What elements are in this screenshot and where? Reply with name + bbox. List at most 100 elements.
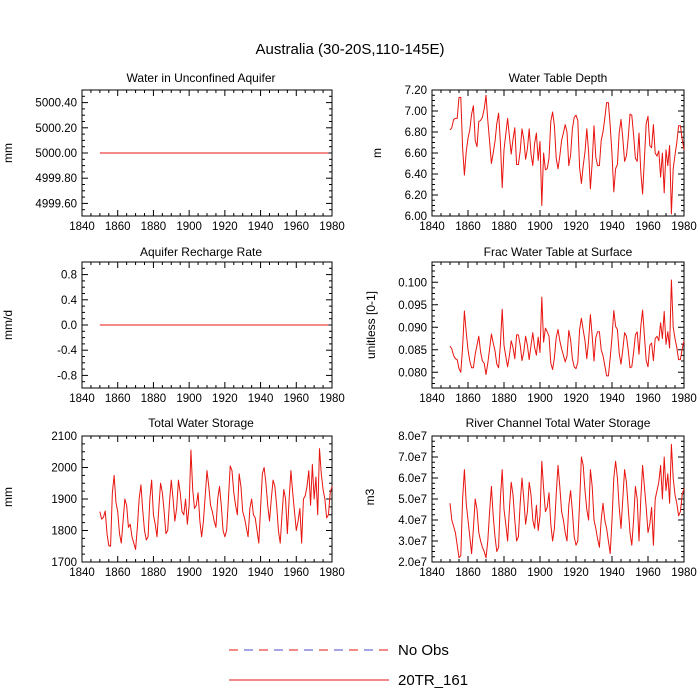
x-tick-label: 1920 [563,567,589,579]
series-line-20tr-161 [449,279,685,377]
x-tick-label: 1860 [105,393,131,405]
y-axis-label: mm [1,487,15,507]
y-tick-label: 0.100 [398,277,427,289]
x-tick-label: 1960 [283,221,309,233]
y-tick-label: 4999.80 [35,173,77,185]
y-tick-label: 6.20 [405,190,427,202]
panel-title: River Channel Total Water Storage [466,416,651,430]
legend-label-no-obs: No Obs [398,642,449,659]
y-tick-label: 2100 [51,431,77,443]
y-tick-label: 5000.40 [35,98,77,110]
x-tick-label: 1940 [248,221,274,233]
x-tick-label: 1940 [599,221,625,233]
plot-area-4: 1840 1860 1880 1900 1920 1940 1960 1980 1700 1800… [51,431,344,579]
y-tick-label: 7.20 [405,85,427,97]
y-tick-label: 2000 [51,463,77,475]
y-tick-label: 1900 [51,494,77,506]
x-tick-label: 1880 [141,567,167,579]
x-tick-label: 1880 [491,567,517,579]
y-tick-label: 3.0e7 [398,536,427,548]
y-tick-label: 1800 [51,526,77,538]
figure-title: Australia (30-20S,110-145E) [256,41,445,58]
x-tick-label: 1920 [212,567,238,579]
y-tick-label: 4999.60 [35,198,77,210]
series-line-20tr-161 [449,94,685,215]
plot-frame [431,261,685,389]
panel-frac-water-table-at-surface: Frac Water Table at Surface unitless [0-… [364,245,633,359]
plot-area-1: 1840 1860 1880 1900 1920 1940 1960 1980 6.00 6.20… [405,85,697,233]
x-tick-label: 1900 [527,393,553,405]
y-tick-label: -0.4 [57,345,77,357]
x-tick-label: 1980 [671,393,697,405]
y-tick-label: 0.4 [61,295,78,307]
x-tick-label: 1860 [105,567,131,579]
x-tick-label: 1960 [635,221,661,233]
x-tick-label: 1900 [527,567,553,579]
x-tick-label: 1860 [455,567,481,579]
y-axis-label: m3 [363,488,377,505]
legend: No Obs 20TR_161 [229,642,468,689]
x-tick-label: 1840 [69,393,95,405]
x-tick-label: 1880 [491,393,517,405]
x-tick-label: 1940 [599,393,625,405]
panel-title: Total Water Storage [148,416,254,430]
x-tick-label: 1840 [69,567,95,579]
y-tick-label: 0.090 [398,322,427,334]
y-tick-label: 5000.20 [35,123,77,135]
y-tick-label: 0.0 [61,320,77,332]
x-tick-label: 1880 [491,221,517,233]
y-tick-label: 0.080 [398,367,427,379]
x-tick-label: 1980 [319,567,345,579]
legend-label-20tr-161: 20TR_161 [398,672,468,689]
y-tick-label: 6.60 [405,148,427,160]
y-tick-label: 6.80 [405,127,427,139]
plot-frame [431,89,685,217]
x-tick-label: 1860 [455,221,481,233]
y-tick-label: 5.0e7 [398,494,427,506]
y-tick-label: 8.0e7 [398,431,427,443]
y-axis-label: m [370,148,384,158]
x-tick-label: 1920 [563,221,589,233]
y-axis-label: unitless [0-1] [364,291,378,359]
y-tick-label: 5000.00 [35,148,77,160]
y-tick-label: 4.0e7 [398,515,427,527]
plot-area-3: 1840 1860 1880 1900 1920 1940 1960 1980 0.080 0.0… [398,261,697,405]
y-tick-label: 0.085 [398,345,427,357]
y-tick-label: 0.095 [398,300,427,312]
y-axis-label: mm [1,143,15,163]
panel-water-table-depth: Water Table Depth m [370,71,607,158]
y-tick-label: 6.00 [405,211,427,223]
y-tick-label: 7.00 [405,106,427,118]
plot-frame [81,435,333,563]
x-tick-label: 1940 [248,393,274,405]
x-tick-label: 1860 [455,393,481,405]
y-tick-label: 6.0e7 [398,473,427,485]
panel-total-water-storage: Total Water Storage mm [1,416,254,507]
plot-frame [431,435,685,563]
x-tick-label: 1980 [319,393,345,405]
panel-water-in-unconfined-aquifer: Water in Unconfined Aquifer mm [1,71,275,163]
y-tick-label: 2.0e7 [398,557,427,569]
panel-title: Aquifer Recharge Rate [140,245,262,259]
y-tick-label: 6.40 [405,169,427,181]
x-tick-label: 1920 [212,393,238,405]
x-tick-label: 1960 [283,393,309,405]
y-tick-label: 7.0e7 [398,452,427,464]
x-tick-label: 1900 [176,221,202,233]
y-tick-label: -0.8 [57,370,77,382]
x-tick-label: 1900 [176,567,202,579]
x-tick-label: 1860 [105,221,131,233]
panel-aquifer-recharge-rate: Aquifer Recharge Rate mm/d [1,245,262,340]
x-tick-label: 1920 [212,221,238,233]
x-tick-label: 1980 [671,567,697,579]
panel-title: Water Table Depth [509,71,608,85]
panel-title: Water in Unconfined Aquifer [127,71,276,85]
y-axis-label: mm/d [1,310,15,340]
x-tick-label: 1840 [419,567,445,579]
x-tick-label: 1880 [141,221,167,233]
x-tick-label: 1980 [671,221,697,233]
x-tick-label: 1840 [419,393,445,405]
x-tick-label: 1960 [635,393,661,405]
x-tick-label: 1900 [176,393,202,405]
